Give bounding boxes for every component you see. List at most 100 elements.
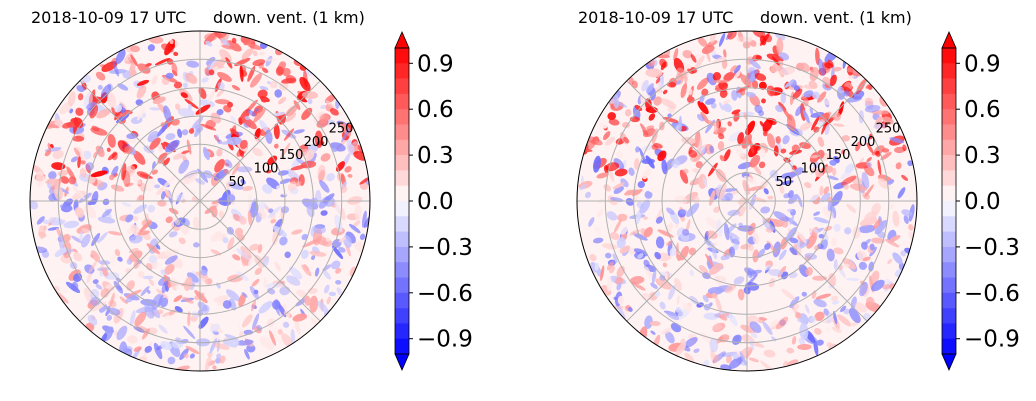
field-cell [160, 190, 166, 200]
field-cell [649, 320, 661, 327]
field-cell [282, 321, 290, 328]
field-cell [864, 97, 874, 106]
field-cell [682, 228, 690, 236]
field-cell [824, 62, 834, 69]
field-cell [290, 328, 296, 344]
field-cell [719, 102, 724, 111]
field-cell [267, 287, 276, 295]
field-cell [815, 168, 823, 178]
field-cell [887, 259, 893, 264]
azimuth-spoke [199, 80, 321, 202]
colorbar-tick-label: −0.6 [417, 281, 473, 307]
field-cell [718, 314, 728, 321]
field-cell [739, 350, 747, 366]
field-cell [228, 298, 237, 311]
field-cell [163, 176, 175, 189]
field-cell [212, 365, 217, 370]
field-cell [842, 257, 856, 270]
chart-title-variable: down. vent. (1 km) [213, 8, 365, 27]
field-cell [625, 198, 635, 206]
field-cell [145, 177, 156, 192]
field-cell [323, 284, 330, 294]
field-cell [619, 227, 628, 235]
field-cell [268, 208, 274, 214]
field-cell [828, 273, 837, 287]
colorbar-band [395, 231, 409, 248]
field-cell [791, 336, 797, 345]
field-cell [163, 105, 172, 123]
field-cell [302, 239, 319, 248]
field-cell [643, 227, 653, 238]
field-cell [113, 308, 124, 324]
field-cell [249, 243, 260, 251]
field-cell [277, 329, 283, 335]
field-cell [635, 146, 640, 153]
field-cell [674, 195, 688, 205]
field-cell [152, 96, 166, 105]
field-cell [864, 104, 881, 113]
field-cell [837, 86, 845, 94]
field-cell [318, 169, 325, 183]
colorbar-band [942, 262, 956, 278]
field-cell [207, 89, 216, 103]
field-cell [116, 285, 123, 291]
field-cell [796, 318, 804, 323]
field-cell [818, 234, 825, 239]
field-cell [679, 169, 689, 184]
field-cell [125, 214, 134, 223]
field-cell [309, 295, 319, 313]
field-cell [108, 174, 115, 181]
field-cell [217, 139, 223, 145]
field-cell [594, 262, 599, 271]
field-cell [127, 335, 138, 344]
field-cell [866, 142, 874, 154]
field-cell [822, 76, 831, 86]
field-cell [892, 210, 900, 227]
field-cell [186, 139, 192, 155]
field-cell [266, 177, 280, 190]
field-cell [131, 215, 139, 221]
field-cell [185, 72, 198, 84]
field-cell [600, 265, 605, 281]
field-cell [712, 79, 730, 83]
range-ring-label: 50 [776, 175, 793, 190]
field-cell [326, 296, 331, 305]
colorbar-tick-label: 0.6 [964, 97, 1001, 123]
field-cell [126, 132, 138, 140]
field-cell [781, 180, 794, 185]
field-cell [59, 289, 69, 293]
field-cell [892, 252, 903, 265]
field-cell [594, 226, 602, 234]
field-cell [826, 327, 831, 332]
field-cell [136, 79, 150, 86]
field-cell [674, 278, 682, 291]
field-cell [119, 296, 128, 305]
field-cell [804, 252, 818, 260]
field-cell [195, 124, 204, 133]
field-cell [232, 213, 241, 222]
field-cell [707, 286, 724, 295]
field-cell [81, 233, 91, 248]
field-cell [293, 100, 301, 110]
field-cell [231, 85, 241, 91]
field-cell [784, 79, 794, 88]
field-cell [809, 316, 817, 323]
field-cell [606, 211, 618, 221]
colorbar-band [395, 323, 409, 339]
field-cell [613, 219, 622, 233]
field-cell [613, 186, 624, 194]
field-cell [686, 87, 693, 95]
field-cell [265, 58, 277, 62]
colorbar-band [395, 308, 409, 324]
colorbar-band [395, 124, 409, 141]
field-cell [749, 59, 761, 70]
field-cell [748, 142, 761, 158]
field-cell [759, 121, 764, 127]
field-cell [247, 210, 253, 226]
field-cell [129, 234, 143, 244]
field-cell [204, 33, 217, 42]
field-cell [136, 194, 143, 202]
field-cell [125, 289, 142, 299]
field-cell [709, 338, 719, 353]
colorbar-band [942, 201, 956, 217]
